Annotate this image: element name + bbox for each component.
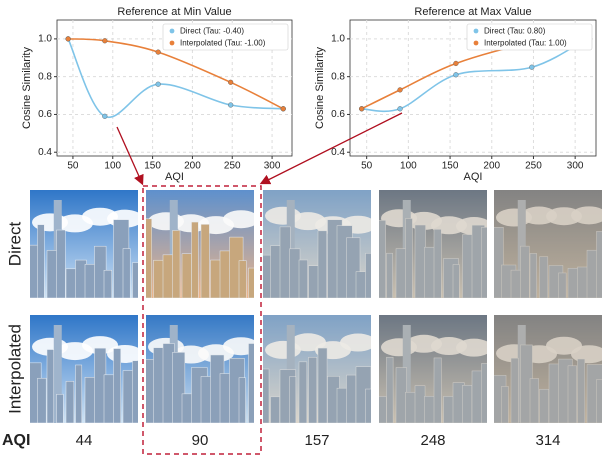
y-tick-label: 0.6	[38, 109, 52, 120]
point	[398, 87, 403, 92]
x-tick-label: 150	[442, 161, 459, 172]
legend-marker	[474, 29, 479, 34]
x-tick-label: 250	[224, 161, 241, 172]
image	[377, 190, 492, 308]
column-label: 157	[304, 432, 329, 449]
image	[492, 315, 603, 433]
haze	[379, 315, 487, 423]
point	[228, 80, 233, 85]
haze	[146, 190, 254, 298]
image	[28, 315, 148, 433]
y-tick-label: 0.4	[38, 147, 52, 158]
row-label: Direct	[5, 222, 24, 267]
haze	[379, 190, 487, 298]
point	[66, 36, 71, 41]
x-axis-label: AQI	[464, 171, 483, 183]
x-tick-label: 300	[264, 161, 281, 172]
column-label: 248	[420, 432, 445, 449]
axis-label: AQI	[2, 432, 30, 449]
y-tick-label: 0.8	[38, 71, 52, 82]
x-tick-label: 200	[184, 161, 201, 172]
point	[454, 72, 459, 77]
x-axis-label: AQI	[165, 171, 184, 183]
y-tick-label: 0.6	[331, 109, 345, 120]
legend-label: Interpolated (Tau: -1.00)	[180, 39, 266, 48]
image	[144, 315, 259, 433]
point	[156, 50, 161, 55]
x-tick-label: 250	[525, 161, 542, 172]
x-tick-label: 200	[483, 161, 500, 172]
figure: 50 100 150 200 250 300 0.4 0.6 0.8 1.0 Reference a…	[0, 0, 603, 457]
column-label: 314	[535, 432, 560, 449]
point	[454, 61, 459, 66]
y-axis-label: Cosine Similarity	[314, 47, 326, 129]
column-label: 90	[192, 432, 209, 449]
legend-marker	[170, 41, 175, 46]
y-tick-label: 0.8	[331, 71, 345, 82]
image	[492, 190, 603, 308]
x-tick-label: 50	[67, 161, 79, 172]
image	[377, 315, 492, 433]
image	[144, 190, 259, 308]
point	[102, 38, 107, 43]
point	[156, 82, 161, 87]
row-label: Interpolated	[5, 324, 24, 414]
legend-marker	[170, 29, 175, 34]
charts: 50 100 150 200 250 300 0.4 0.6 0.8 1.0 Reference a…	[21, 6, 596, 183]
legend-label: Direct (Tau: -0.40)	[180, 27, 244, 36]
legend-marker	[474, 41, 479, 46]
haze	[146, 315, 254, 423]
point	[529, 65, 534, 70]
haze	[263, 190, 371, 298]
point	[102, 114, 107, 119]
image	[261, 315, 376, 433]
y-tick-label: 1.0	[38, 34, 52, 45]
legend-label: Direct (Tau: 0.80)	[484, 27, 546, 36]
y-tick-label: 1.0	[331, 34, 345, 45]
haze	[494, 190, 602, 298]
x-tick-label: 50	[361, 161, 373, 172]
x-tick-label: 150	[144, 161, 161, 172]
point	[228, 103, 233, 108]
chart-title: Reference at Min Value	[117, 6, 231, 18]
chart-title: Reference at Max Value	[414, 6, 531, 18]
column-label: 44	[76, 432, 93, 449]
x-tick-label: 100	[400, 161, 417, 172]
image	[261, 190, 376, 308]
x-tick-label: 300	[567, 161, 584, 172]
point	[281, 106, 286, 111]
haze	[494, 315, 602, 423]
legend-label: Interpolated (Tau: 1.00)	[484, 39, 567, 48]
image	[28, 190, 148, 308]
haze	[263, 315, 371, 423]
y-axis-label: Cosine Similarity	[21, 47, 33, 129]
y-tick-label: 0.4	[331, 147, 345, 158]
point	[359, 106, 364, 111]
point	[398, 106, 403, 111]
x-tick-label: 100	[104, 161, 121, 172]
image-grid: Direct Interpolated AQI 44 90 157 248 314	[2, 190, 603, 449]
